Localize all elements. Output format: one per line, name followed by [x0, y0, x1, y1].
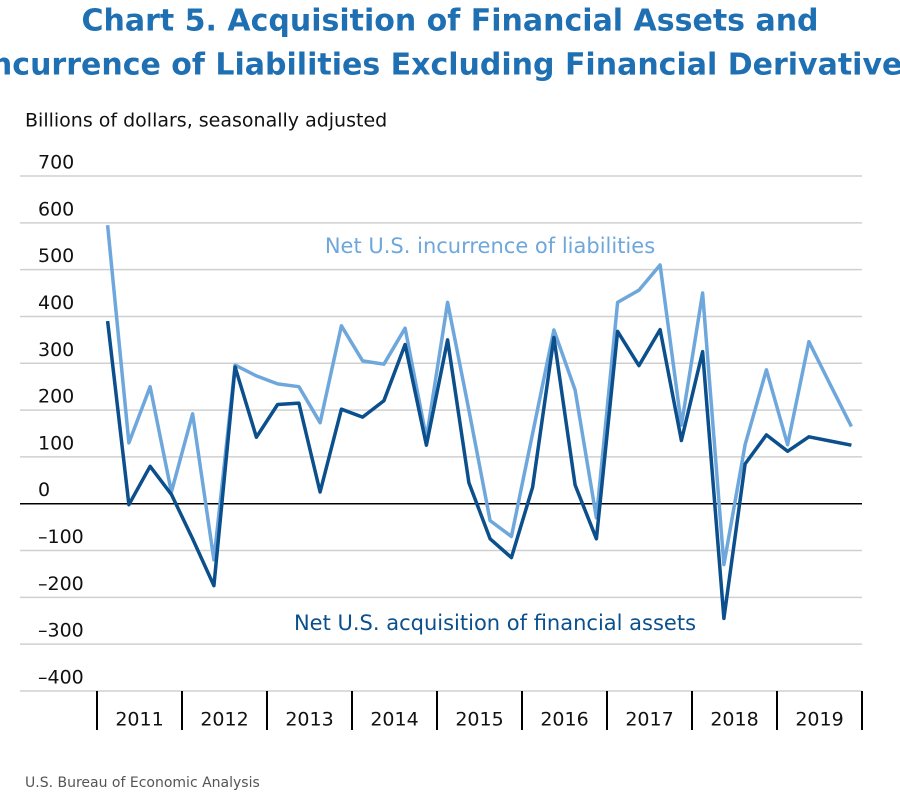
y-tick-label: –100	[38, 526, 84, 548]
x-tick-label: 2011	[115, 709, 163, 731]
x-tick-label: 2016	[540, 709, 588, 731]
y-tick-label: 300	[38, 339, 74, 361]
series-label: Net U.S. acquisition of financial assets	[294, 611, 696, 635]
x-tick-label: 2013	[285, 709, 333, 731]
series-label: Net U.S. incurrence of liabilities	[325, 234, 655, 258]
y-tick-label: 500	[38, 245, 74, 267]
y-tick-label: 600	[38, 198, 74, 220]
y-tick-label: 400	[38, 292, 74, 314]
chart-title: Incurrence of Liabilities Excluding Fina…	[0, 48, 900, 83]
chart-title: Chart 5. Acquisition of Financial Assets…	[81, 4, 818, 39]
y-tick-label: 200	[38, 386, 74, 408]
x-tick-label: 2015	[455, 709, 503, 731]
x-tick-label: 2019	[795, 709, 843, 731]
y-tick-label: –400	[38, 667, 84, 689]
x-tick-label: 2018	[710, 709, 758, 731]
y-tick-label: 0	[38, 479, 50, 501]
x-tick-label: 2014	[370, 709, 418, 731]
y-tick-label: –300	[38, 620, 84, 642]
y-tick-label: –200	[38, 573, 84, 595]
y-tick-label: 700	[38, 152, 74, 174]
x-tick-label: 2017	[625, 709, 673, 731]
x-tick-label: 2012	[200, 709, 248, 731]
subtitle: Billions of dollars, seasonally adjusted	[25, 110, 387, 132]
source: U.S. Bureau of Economic Analysis	[25, 775, 260, 791]
y-tick-label: 100	[38, 432, 74, 454]
series-line	[105, 320, 852, 621]
